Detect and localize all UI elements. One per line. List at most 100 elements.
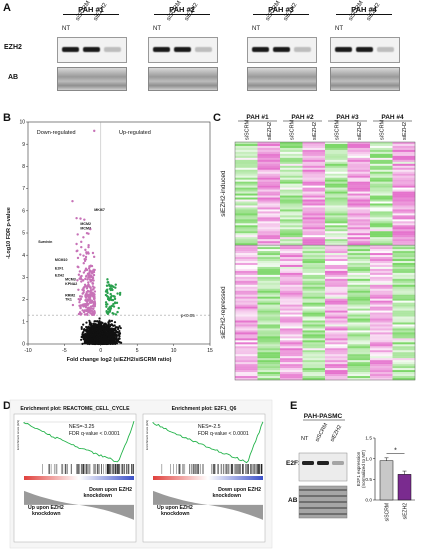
data-point bbox=[83, 328, 86, 331]
heatmap-cell bbox=[257, 225, 281, 228]
heatmap-cell bbox=[235, 330, 258, 333]
data-point bbox=[82, 323, 85, 326]
heatmap-cell bbox=[280, 149, 303, 153]
heatmap-cells bbox=[235, 142, 416, 381]
heatmap-cell bbox=[302, 231, 326, 234]
gene-label: KPNA2 bbox=[65, 282, 77, 286]
heatmap-cell bbox=[280, 179, 303, 182]
heatmap-cell bbox=[392, 282, 416, 285]
data-point bbox=[88, 293, 91, 296]
heatmap-cell bbox=[392, 149, 416, 153]
data-point bbox=[101, 340, 104, 343]
heatmap-cell bbox=[257, 175, 281, 178]
heatmap-cell bbox=[302, 334, 326, 337]
heatmap-cell bbox=[325, 306, 348, 309]
heatmap-cell bbox=[370, 221, 393, 224]
label-down: Down upon EZH2 bbox=[218, 487, 261, 493]
heatmap-cell bbox=[325, 233, 348, 236]
heatmap-cell bbox=[370, 338, 393, 341]
heatmap-cell bbox=[347, 318, 371, 321]
heatmap-cell bbox=[257, 290, 281, 293]
heatmap-cell bbox=[302, 249, 326, 252]
heatmap-cell bbox=[302, 332, 326, 335]
heatmap-cell bbox=[235, 201, 258, 204]
heatmap-cell bbox=[235, 209, 258, 212]
heatmap-cell bbox=[257, 215, 281, 218]
heatmap-cell bbox=[325, 151, 348, 155]
heatmap-cell bbox=[280, 342, 303, 345]
heatmap-cell bbox=[392, 235, 416, 238]
heatmap-cell bbox=[370, 306, 393, 309]
heatmap-cell bbox=[257, 197, 281, 200]
data-point bbox=[78, 295, 82, 298]
heatmap-cell bbox=[347, 336, 371, 339]
heatmap-cell bbox=[325, 280, 348, 284]
data-point bbox=[110, 304, 114, 308]
data-point bbox=[106, 295, 109, 298]
heatmap-cell bbox=[325, 294, 348, 297]
heatmap-cell bbox=[347, 161, 371, 165]
heatmap-cell bbox=[370, 199, 393, 202]
heatmap-cell bbox=[280, 261, 303, 264]
lane-label: NT bbox=[153, 26, 161, 32]
heatmap-cell bbox=[302, 296, 326, 299]
data-point bbox=[91, 251, 95, 255]
heatmap-cell bbox=[325, 342, 348, 345]
heatmap-cell bbox=[370, 278, 393, 282]
heatmap-cell bbox=[370, 235, 393, 238]
heatmap-cell bbox=[302, 217, 326, 220]
heatmap-cell bbox=[370, 352, 393, 355]
heatmap-cell bbox=[370, 362, 393, 365]
heatmap-cell bbox=[257, 247, 281, 250]
data-point bbox=[107, 322, 110, 325]
gene-label: E2F1 bbox=[55, 267, 64, 271]
heatmap-cell bbox=[257, 344, 281, 347]
gene-label: MCM7 bbox=[80, 227, 91, 231]
heatmap-cell bbox=[235, 356, 258, 359]
data-point bbox=[80, 240, 83, 244]
panel-label-b: B bbox=[3, 112, 11, 124]
y-tick-label: 8 bbox=[22, 164, 25, 170]
heatmap-cell bbox=[235, 142, 258, 145]
x-tick-label: 0 bbox=[99, 348, 102, 354]
heatmap-cell bbox=[347, 211, 371, 214]
heatmap-cell bbox=[347, 368, 371, 371]
heatmap-cell bbox=[347, 296, 371, 299]
heatmap-cell bbox=[302, 167, 326, 170]
heatmap-cell bbox=[347, 225, 371, 228]
heatmap-cell bbox=[280, 270, 303, 274]
heatmap-cell bbox=[302, 284, 326, 287]
heatmap-cell bbox=[302, 348, 326, 351]
heatmap-cell bbox=[257, 314, 281, 317]
heatmap-cell bbox=[370, 322, 393, 325]
heatmap-lane-label: siEZH2 bbox=[267, 122, 273, 140]
data-point bbox=[91, 339, 94, 342]
heatmap-cell bbox=[325, 223, 348, 226]
heatmap-cell bbox=[257, 181, 281, 184]
heatmap-cell bbox=[392, 318, 416, 321]
heatmap-cell bbox=[325, 336, 348, 339]
data-point bbox=[114, 283, 117, 286]
heatmap-cell bbox=[325, 237, 348, 240]
heatmap-cell bbox=[392, 215, 416, 218]
heatmap-cell bbox=[347, 249, 371, 252]
heatmap-cell bbox=[347, 209, 371, 212]
y-tick-label: 6 bbox=[22, 208, 25, 214]
data-point bbox=[112, 312, 115, 315]
heatmap-cell bbox=[392, 304, 416, 307]
heatmap-cell bbox=[370, 292, 393, 295]
heatmap-cell bbox=[325, 268, 348, 272]
heatmap-cell bbox=[347, 372, 371, 375]
heatmap-cell bbox=[370, 372, 393, 375]
heatmap-cell bbox=[392, 142, 416, 145]
heatmap-cell bbox=[257, 286, 281, 289]
heatmap-cell bbox=[392, 346, 416, 349]
heatmap-cell bbox=[302, 312, 326, 315]
heatmap-cell bbox=[392, 288, 416, 291]
heatmap-group-title: PAH #3 bbox=[336, 114, 359, 121]
y-tick-label: 1.0 bbox=[365, 456, 372, 462]
data-point bbox=[83, 302, 87, 306]
y-tick-label: 10 bbox=[19, 120, 25, 126]
heatmap-cell bbox=[392, 169, 416, 172]
heatmap-cell bbox=[235, 372, 258, 375]
